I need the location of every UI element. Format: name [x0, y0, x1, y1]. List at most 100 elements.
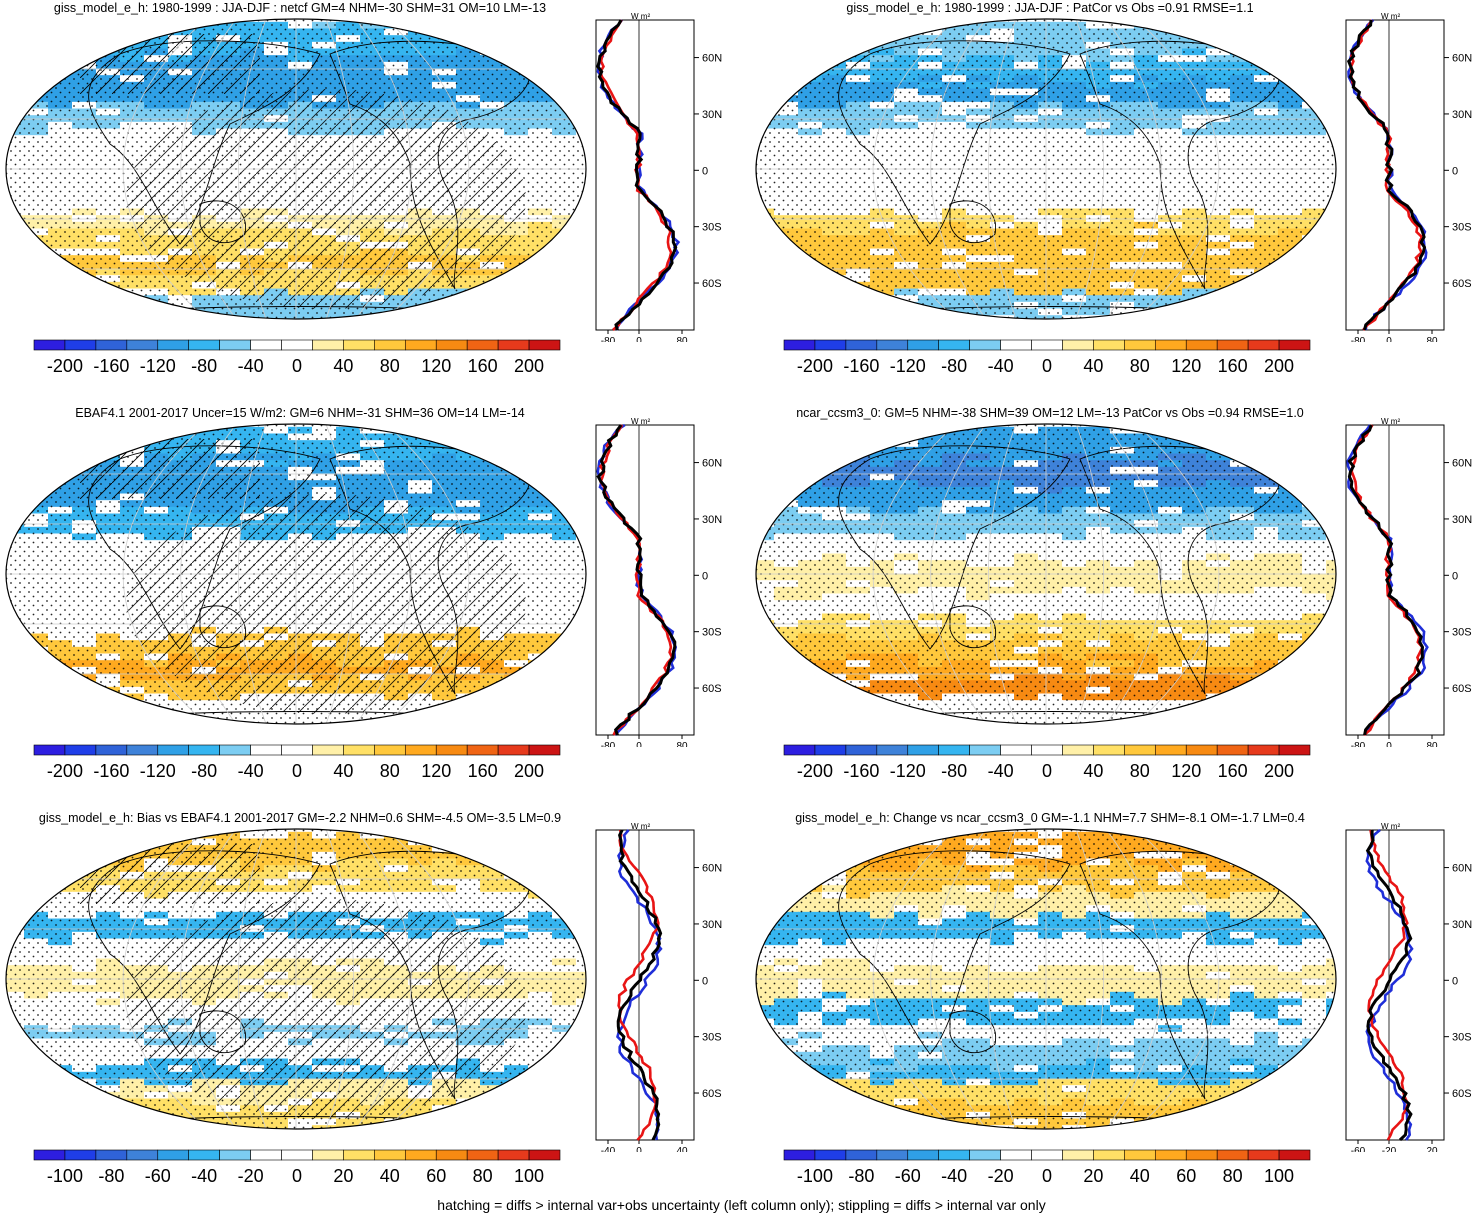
profile-x-tick-label: -80: [601, 741, 616, 747]
hatching-overlay: [126, 899, 526, 1119]
profile-frame: [595, 829, 695, 1141]
colorbar: -200 -160 -120 -80 -40 0 40 80 120 160 200: [783, 744, 1311, 781]
colorbar-swatch: [250, 339, 282, 351]
colorbar-swatch: [95, 1149, 128, 1161]
colorbar-swatch: [435, 1149, 468, 1161]
colorbar-tick-label: 40: [1130, 1166, 1150, 1186]
profile-line-model: [1346, 19, 1427, 331]
colorbar-swatch: [814, 744, 847, 756]
profile-lat-tick-label: 30N: [702, 919, 722, 931]
world-map: [755, 18, 1337, 320]
profile-frame: [595, 19, 695, 331]
profile-lat-tick-label: 60S: [1452, 1088, 1472, 1100]
colorbar-swatch: [907, 744, 940, 756]
colorbar-swatch: [845, 744, 878, 756]
colorbar-tick-label: 200: [514, 761, 544, 781]
colorbar-swatch: [64, 744, 97, 756]
profile-lat-tick-label: 30S: [702, 627, 722, 639]
profile-lat-tick-label: 60N: [1452, 458, 1472, 470]
colorbar-tick-label: -120: [890, 356, 926, 376]
colorbar-tick-label: -60: [895, 1166, 921, 1186]
colorbar-swatch: [497, 1149, 530, 1161]
colorbar-swatch: [1185, 744, 1218, 756]
profile-x-tick-label: -80: [1351, 336, 1366, 342]
colorbar-swatch: [1216, 1149, 1249, 1161]
profile-lat-tick-label: 60N: [1452, 863, 1472, 875]
profile-lat-tick-label: 60S: [702, 278, 722, 290]
graticule-line: [180, 829, 237, 1129]
graticule-line: [325, 829, 355, 1129]
colorbar-tick-label: -40: [988, 356, 1014, 376]
colorbar-swatch: [250, 1149, 282, 1161]
colorbar-swatch: [157, 339, 190, 351]
zonal-mean-profile: W m² 60N 30N 0 30S 60S -80 0 80: [595, 12, 722, 342]
profile-x-tick-label: 0: [636, 741, 642, 747]
colorbar-swatch: [404, 1149, 437, 1161]
colorbar-swatch: [1062, 339, 1094, 351]
profile-lat-tick-label: 0: [702, 975, 708, 987]
chart-panel: giss_model_e_h: 1980-1999 : JJA-DJF : ne…: [0, 0, 740, 400]
colorbar-swatch: [312, 744, 344, 756]
profile-line-red: [598, 424, 674, 736]
chart-panel: giss_model_e_h: Bias vs EBAF4.1 2001-201…: [0, 810, 740, 1210]
profile-x-tick-label: 80: [1426, 336, 1438, 342]
colorbar-swatch: [1062, 744, 1094, 756]
graticule-line: [1075, 424, 1105, 724]
profile-x-tick-label: 40: [676, 1146, 688, 1152]
graticule-line: [987, 424, 1017, 724]
map-border: [5, 18, 587, 320]
zonal-mean-profile: W m² 60N 30N 0 30S 60S -40 0 40: [595, 822, 722, 1152]
profile-x-tick-label: -20: [1382, 1146, 1397, 1152]
world-map: [5, 18, 587, 320]
map-border: [755, 423, 1337, 725]
colorbar-tick-label: 100: [1264, 1166, 1294, 1186]
map-border: [5, 828, 587, 1130]
graticule-line: [930, 829, 987, 1129]
graticule-line: [930, 424, 987, 724]
zonal-mean-profile: W m² 60N 30N 0 30S 60S -80 0 80: [595, 417, 722, 747]
colorbar-swatch: [907, 339, 940, 351]
colorbar-swatch: [281, 1149, 313, 1161]
graticule-line: [1135, 19, 1220, 319]
profile-x-tick-label: 0: [636, 1146, 642, 1152]
colorbar-swatch: [157, 744, 190, 756]
colorbar-swatch: [938, 744, 970, 756]
colorbar-swatch: [845, 1149, 878, 1161]
colorbar-swatch: [938, 1149, 970, 1161]
colorbar-swatch: [845, 339, 878, 351]
colorbar: -200 -160 -120 -80 -40 0 40 80 120 160 200: [783, 339, 1311, 376]
profile-lat-tick-label: 30S: [1452, 1032, 1472, 1044]
colorbar-tick-label: -40: [238, 761, 264, 781]
colorbar-swatch: [783, 744, 816, 756]
colorbar-tick-label: -120: [890, 761, 926, 781]
profile-lat-tick-label: 60N: [702, 458, 722, 470]
profile-x-tick-label: -80: [1351, 741, 1366, 747]
profile-x-tick-label: -60: [1351, 1146, 1366, 1152]
profile-lat-tick-label: 0: [1452, 975, 1458, 987]
graticule-line: [1075, 19, 1105, 319]
colorbar-tick-label: 40: [333, 761, 353, 781]
colorbar-tick-label: -80: [191, 761, 217, 781]
colorbar-swatch: [343, 1149, 375, 1161]
graticule-line: [180, 19, 237, 319]
colorbar-tick-label: -200: [47, 761, 83, 781]
hatching-overlay: [80, 844, 260, 904]
colorbar-swatch: [969, 339, 1001, 351]
colorbar-swatch: [466, 1149, 499, 1161]
graticule-line: [1075, 829, 1105, 1129]
profile-lat-tick-label: 60S: [1452, 683, 1472, 695]
colorbar-swatch: [219, 339, 251, 351]
profile-lat-tick-label: 30S: [1452, 627, 1472, 639]
colorbar-swatch: [466, 339, 499, 351]
map-field: [756, 424, 1336, 724]
graticule-line: [237, 19, 267, 319]
profile-frame: [595, 424, 695, 736]
colorbar-swatch: [126, 339, 159, 351]
zonal-mean-profile: W m² 60N 30N 0 30S 60S -60 -20 20: [1345, 822, 1472, 1152]
profile-lat-tick-label: 30N: [702, 514, 722, 526]
graticule-line: [385, 424, 470, 724]
colorbar-tick-label: 100: [514, 1166, 544, 1186]
colorbar-swatch: [783, 1149, 816, 1161]
colorbar-swatch: [1247, 1149, 1280, 1161]
colorbar-tick-label: -20: [238, 1166, 264, 1186]
